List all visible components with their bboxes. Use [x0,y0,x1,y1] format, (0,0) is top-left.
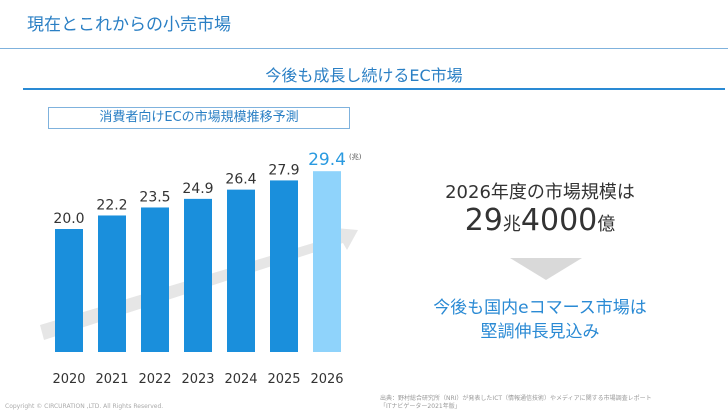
data-label: 22.2 [96,197,127,213]
copyright: Copyright © CIRCURATION ,LTD. All Rights… [5,403,164,410]
value-trillion: 29 [464,203,503,238]
source-line1: 出典：野村総合研究所（NRI）が発表したICT（情報通信技術）やメディアに関する… [380,395,652,402]
summary-text: 2026年度の市場規模は [445,182,635,203]
data-label: 20.0 [53,211,84,227]
bar-2021 [98,215,126,352]
section-title: 今後も成長し続けるEC市場 [265,66,463,85]
bar-2024 [227,189,255,352]
data-label: 29.4 [308,150,346,170]
data-label: 24.9 [182,181,213,197]
conclusion-line1: 今後も国内eコマース市場は [433,298,647,318]
bar-2026 [313,171,341,352]
data-label: 27.9 [268,162,299,178]
unit-label: (兆) [349,152,362,161]
x-tick-label: 2022 [138,372,171,387]
summary-value: 29兆4000億 [400,203,680,238]
conclusion: 今後も国内eコマース市場は 堅調伸長見込み [390,296,690,344]
bar-2020 [55,229,83,352]
source-line2: 「ITナビゲーター2021年版」 [380,403,461,410]
source: 出典：野村総合研究所（NRI）が発表したICT（情報通信技術）やメディアに関する… [380,395,652,411]
bar-2025 [270,180,298,352]
data-label: 26.4 [225,172,256,188]
value-hundred-million: 4000 [520,203,598,238]
x-tick-label: 2025 [267,372,300,387]
x-tick-label: 2021 [95,372,128,387]
unit-trillion: 兆 [502,214,521,235]
x-tick-label: 2023 [181,372,214,387]
x-tick-label: 2020 [52,372,85,387]
conclusion-line2: 堅調伸長見込み [480,322,600,342]
divider [0,48,728,49]
bar-2022 [141,207,169,352]
page-title: 現在とこれからの小売市場 [27,15,231,35]
x-tick-label: 2024 [224,372,257,387]
bar-2023 [184,198,212,352]
down-arrow-icon [510,258,582,280]
unit-hundred-million: 億 [597,214,616,235]
chart-title: 消費者向けECの市場規模推移予測 [48,107,350,129]
divider [23,88,725,90]
x-tick-label: 2026 [310,372,343,387]
data-label: 23.5 [139,189,170,205]
